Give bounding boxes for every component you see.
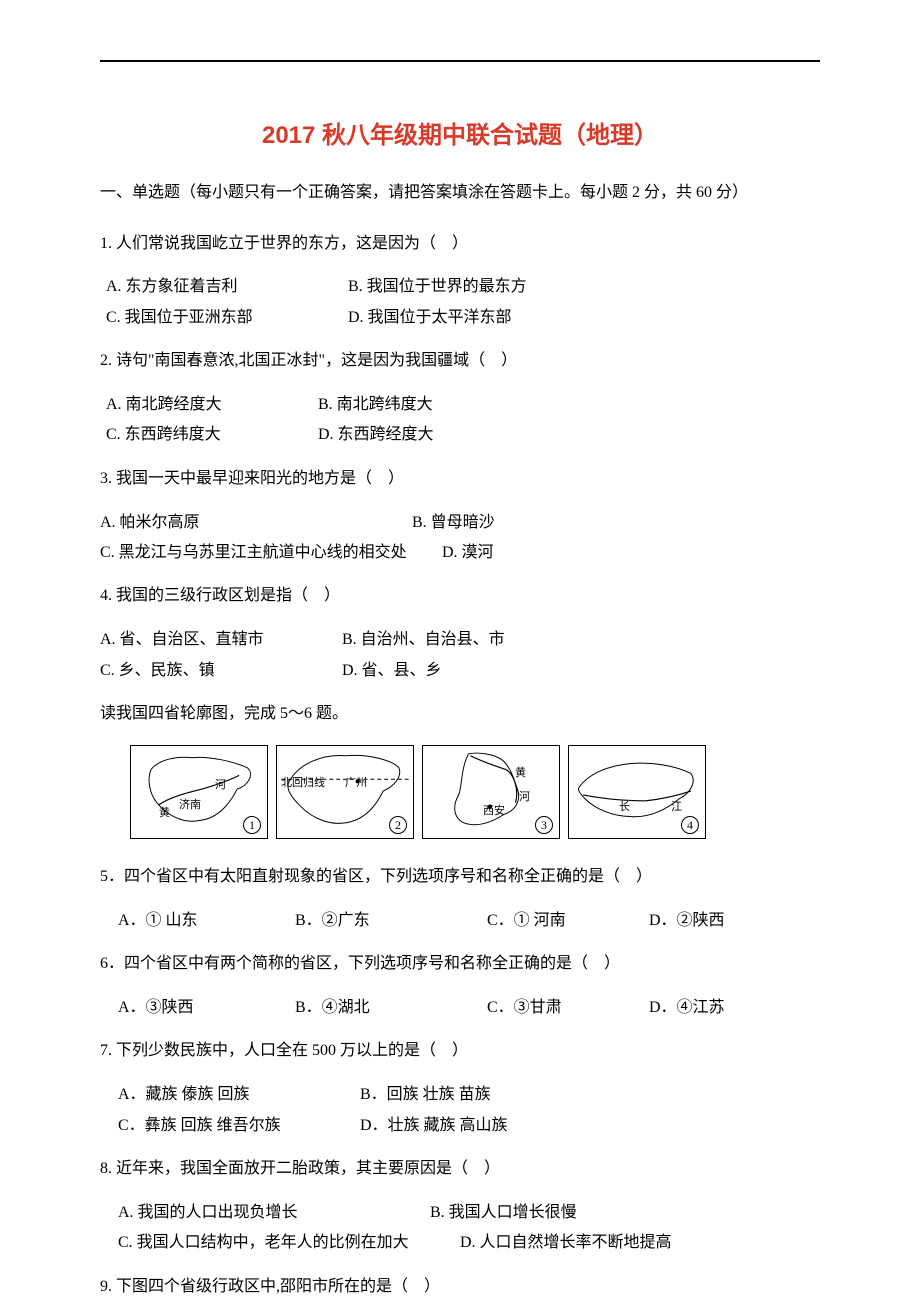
q3-option-b: B. 曾母暗沙 xyxy=(412,508,495,538)
q2-option-b: B. 南北跨纬度大 xyxy=(318,390,433,420)
q4-option-b: B. 自治州、自治县、市 xyxy=(342,625,505,655)
question-2-options: A. 南北跨经度大 B. 南北跨纬度大 C. 东西跨纬度大 D. 东西跨经度大 xyxy=(100,390,820,451)
question-7-stem: 7. 下列少数民族中，人口全在 500 万以上的是（ ） xyxy=(100,1037,820,1066)
question-6-stem: 6．四个省区中有两个简称的省区，下列选项序号和名称全正确的是（ ） xyxy=(100,950,820,979)
q6-option-b: B．④湖北 xyxy=(295,993,475,1023)
q8-option-a: A. 我国的人口出现负增长 xyxy=(118,1198,418,1228)
page-title: 2017 秋八年级期中联合试题（地理） xyxy=(100,115,820,150)
question-4-options: A. 省、自治区、直辖市 B. 自治州、自治县、市 C. 乡、民族、镇 D. 省… xyxy=(100,625,820,686)
q1-option-b: B. 我国位于世界的最东方 xyxy=(348,272,527,302)
question-5-options: A．① 山东 B．②广东 C．① 河南 D．②陕西 xyxy=(100,906,820,936)
q1-option-a: A. 东方象征着吉利 xyxy=(106,272,336,302)
question-1-options: A. 东方象征着吉利 B. 我国位于世界的最东方 C. 我国位于亚洲东部 D. … xyxy=(100,272,820,333)
province-map-1: 河 黄 济南 1 xyxy=(130,745,268,839)
question-8-stem: 8. 近年来，我国全面放开二胎政策，其主要原因是（ ） xyxy=(100,1155,820,1184)
q4-option-c: C. 乡、民族、镇 xyxy=(100,656,330,686)
q8-option-c: C. 我国人口结构中，老年人的比例在加大 xyxy=(118,1228,448,1258)
q4-option-a: A. 省、自治区、直辖市 xyxy=(100,625,330,655)
q5-option-b: B．②广东 xyxy=(295,906,475,936)
map4-label-1: 江 xyxy=(671,798,682,814)
map-section-note: 读我国四省轮廓图，完成 5～6 题。 xyxy=(100,700,820,727)
question-4-stem: 4. 我国的三级行政区划是指（ ） xyxy=(100,582,820,611)
q1-option-c: C. 我国位于亚洲东部 xyxy=(106,303,336,333)
q7-option-d: D．壮族 藏族 高山族 xyxy=(360,1111,508,1141)
province-map-3: 黄 河 西安 3 xyxy=(422,745,560,839)
q8-option-b: B. 我国人口增长很慢 xyxy=(430,1198,577,1228)
question-2-stem: 2. 诗句"南国春意浓,北国正冰封"，这是因为我国疆域（ ） xyxy=(100,347,820,376)
section-instruction: 一、单选题（每小题只有一个正确答案，请把答案填涂在答题卡上。每小题 2 分，共 … xyxy=(100,180,820,206)
question-3-options: A. 帕米尔高原 B. 曾母暗沙 C. 黑龙江与乌苏里江主航道中心线的相交处 D… xyxy=(100,508,820,569)
question-8-options: A. 我国的人口出现负增长 B. 我国人口增长很慢 C. 我国人口结构中，老年人… xyxy=(100,1198,820,1259)
q7-option-b: B．回族 壮族 苗族 xyxy=(360,1080,491,1110)
map1-number: 1 xyxy=(243,816,261,834)
question-3-stem: 3. 我国一天中最早迎来阳光的地方是（ ） xyxy=(100,465,820,494)
q3-option-a: A. 帕米尔高原 xyxy=(100,508,400,538)
q3-option-c: C. 黑龙江与乌苏里江主航道中心线的相交处 xyxy=(100,538,430,568)
q6-option-c: C．③甘肃 xyxy=(487,993,637,1023)
q2-option-d: D. 东西跨经度大 xyxy=(318,420,434,450)
province-map-4: 长 江 4 xyxy=(568,745,706,839)
q2-option-a: A. 南北跨经度大 xyxy=(106,390,306,420)
question-7-options: A．藏族 傣族 回族 B．回族 壮族 苗族 C．彝族 回族 维吾尔族 D．壮族 … xyxy=(100,1080,820,1141)
q5-option-c: C．① 河南 xyxy=(487,906,637,936)
question-6-options: A．③陕西 B．④湖北 C．③甘肃 D．④江苏 xyxy=(100,993,820,1023)
question-5-stem: 5．四个省区中有太阳直射现象的省区，下列选项序号和名称全正确的是（ ） xyxy=(100,863,820,892)
map1-label-2: 济南 xyxy=(179,796,201,812)
q1-option-d: D. 我国位于太平洋东部 xyxy=(348,303,512,333)
q6-option-a: A．③陕西 xyxy=(118,993,283,1023)
q7-option-a: A．藏族 傣族 回族 xyxy=(118,1080,348,1110)
map3-label-0: 黄 xyxy=(515,764,526,780)
header-rule xyxy=(100,60,820,62)
map1-label-0: 河 xyxy=(215,776,226,792)
map4-label-0: 长 xyxy=(619,798,630,814)
map3-label-1: 河 xyxy=(519,788,530,804)
q5-option-a: A．① 山东 xyxy=(118,906,283,936)
map1-label-1: 黄 xyxy=(159,804,170,820)
q7-option-c: C．彝族 回族 维吾尔族 xyxy=(118,1111,348,1141)
question-9-stem: 9. 下图四个省级行政区中,邵阳市所在的是（ ） xyxy=(100,1273,820,1302)
q8-option-d: D. 人口自然增长率不断地提高 xyxy=(460,1228,672,1258)
map2-number: 2 xyxy=(389,816,407,834)
province-map-2: 北回归线 广州 2 xyxy=(276,745,414,839)
map3-river xyxy=(470,756,516,803)
map3-number: 3 xyxy=(535,816,553,834)
map4-number: 4 xyxy=(681,816,699,834)
q6-option-d: D．④江苏 xyxy=(649,993,725,1023)
q2-option-c: C. 东西跨纬度大 xyxy=(106,420,306,450)
q4-option-d: D. 省、县、乡 xyxy=(342,656,442,686)
question-1-stem: 1. 人们常说我国屹立于世界的东方，这是因为（ ） xyxy=(100,230,820,259)
map3-label-2: 西安 xyxy=(483,802,505,818)
q3-option-d: D. 漠河 xyxy=(442,538,494,568)
province-map-row: 河 黄 济南 1 北回归线 广州 2 黄 河 西安 3 长 江 4 xyxy=(130,745,820,839)
map2-label-0: 北回归线 xyxy=(281,774,325,790)
map2-label-1: 广州 xyxy=(345,774,367,790)
q5-option-d: D．②陕西 xyxy=(649,906,725,936)
